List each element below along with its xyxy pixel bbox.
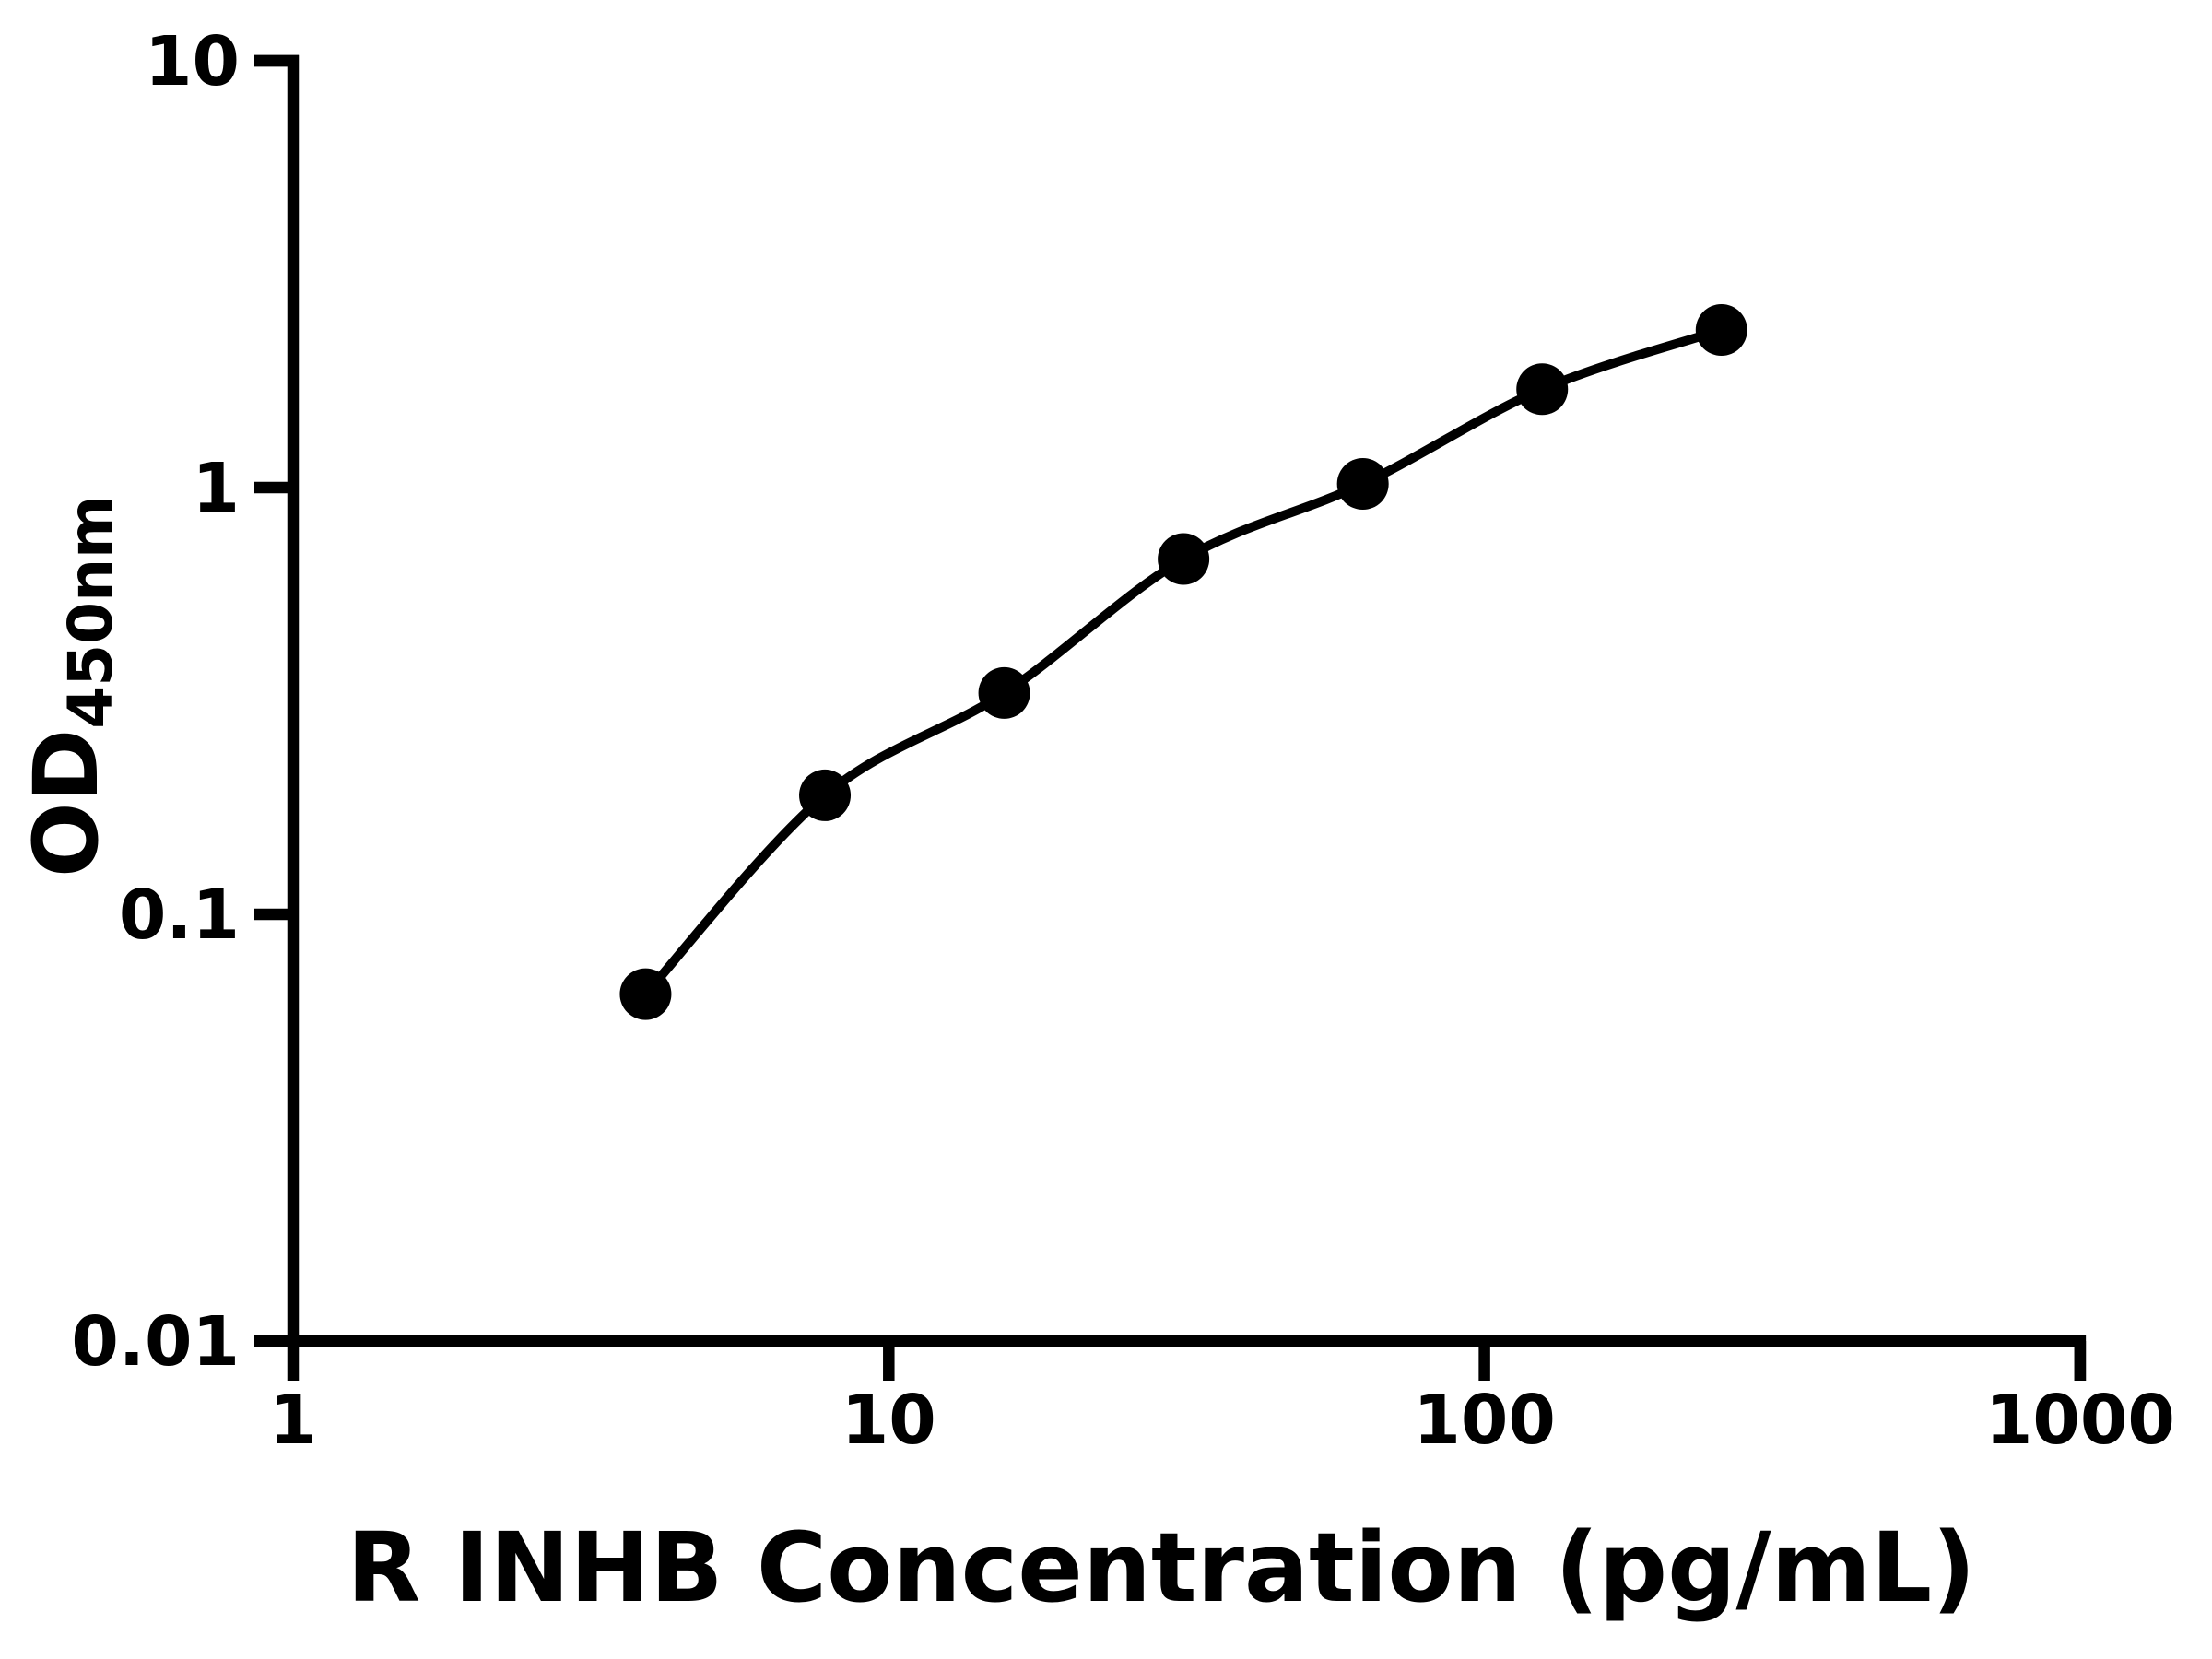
data-point [799,769,852,821]
x-axis-title: R INHB Concentration (pg/mL) [347,1512,1975,1624]
y-tick-label: 1 [193,449,241,528]
y-axis-tick-labels: 10 1 0.1 0.01 [71,22,240,1382]
y-axis-title-subscript: 450nm [55,495,126,729]
data-point-markers [619,304,1747,1020]
x-axis-ticks [287,1341,2087,1381]
y-axis-title: OD450nm [15,495,126,877]
y-tick-label: 0.01 [71,1302,240,1382]
data-point [978,666,1030,719]
axis-spine [254,54,2087,1381]
x-axis-tick-labels: 1 10 100 1000 [269,1381,2175,1460]
y-tick-label: 0.1 [119,876,240,955]
data-point [1516,363,1569,416]
data-point [1695,304,1747,357]
data-point [619,968,672,1020]
data-point [1336,458,1389,511]
x-tick-label: 1000 [1985,1381,2175,1460]
x-tick-label: 1 [269,1381,317,1460]
standard-curve-line [641,325,1726,999]
x-tick-label: 10 [841,1381,936,1460]
y-tick-label: 10 [145,22,240,101]
x-tick-label: 100 [1413,1381,1555,1460]
y-axis-title-main: OD [15,729,118,877]
data-point [1158,533,1210,585]
